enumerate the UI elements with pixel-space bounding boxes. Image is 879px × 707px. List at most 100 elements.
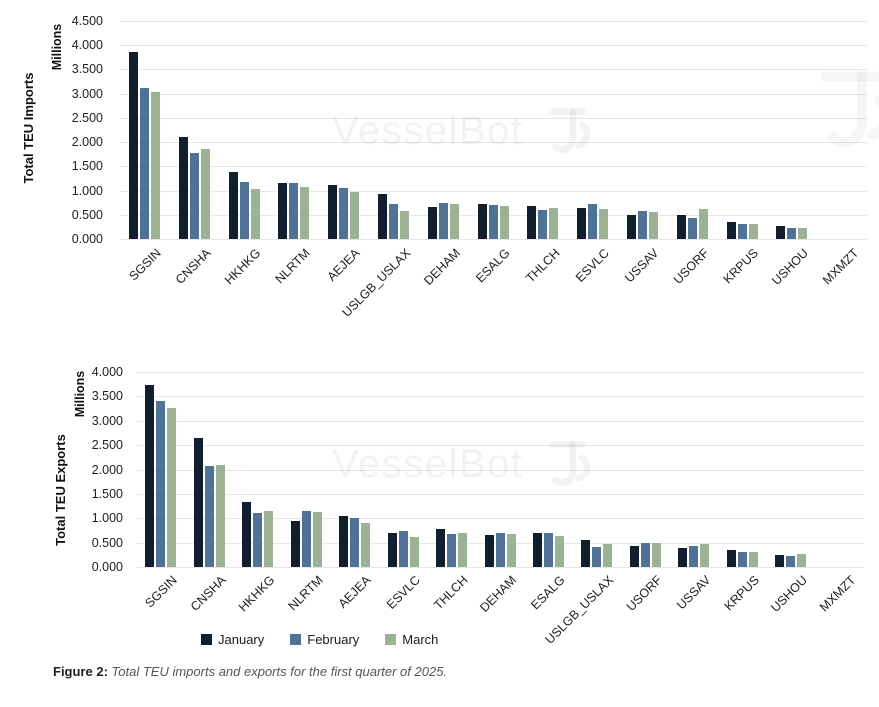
legend-label: March <box>402 632 439 647</box>
imports-bar-march-ESVLC <box>599 209 609 239</box>
imports-category-label: USSAV <box>622 246 662 286</box>
imports-gridline <box>120 117 867 119</box>
exports-bar-january-THLCH <box>436 529 445 567</box>
figure-caption-prefix: Figure 2: <box>53 664 108 679</box>
exports-bar-march-ESALG <box>555 536 564 567</box>
imports-bar-march-SGSIN <box>150 92 160 239</box>
imports-gridline <box>120 93 867 95</box>
imports-category-label: USHOU <box>769 246 812 288</box>
imports-y-tick-label: 3.000 <box>71 86 103 101</box>
exports-bar-march-THLCH <box>458 533 467 567</box>
imports-y-tick-label: 3.500 <box>71 62 103 77</box>
imports-bar-february-THLCH <box>538 210 548 239</box>
exports-bar-january-USLGB_USLAX <box>581 540 591 567</box>
exports-bar-february-USSAV <box>689 546 699 567</box>
exports-gridline <box>137 567 864 568</box>
exports-bar-february-SGSIN <box>156 401 166 567</box>
exports-bar-january-ESVLC <box>387 533 397 567</box>
imports-gridline <box>120 69 867 71</box>
exports-gridline <box>137 518 864 520</box>
imports-category-label: HKHKG <box>222 246 264 288</box>
exports-bar-february-KRPUS <box>737 552 747 567</box>
imports-y-tick-label: 1.500 <box>71 159 103 174</box>
vesselbot-watermark-exports: VesselBot <box>332 434 599 494</box>
imports-bar-january-USSAV <box>626 215 636 239</box>
imports-bar-march-USORF <box>698 209 708 239</box>
imports-bar-march-HKHKG <box>250 189 260 239</box>
exports-category-label: HKHKG <box>235 573 278 615</box>
exports-y-tick-label: 3.000 <box>91 413 123 428</box>
exports-bar-january-KRPUS <box>726 550 736 567</box>
imports-y-tick-label: 4.000 <box>71 38 103 53</box>
exports-bar-march-USSAV <box>700 544 710 567</box>
figure-caption-text: Total TEU imports and exports for the fi… <box>111 664 448 679</box>
exports-bar-january-DEHAM <box>484 535 494 567</box>
imports-bar-february-USSAV <box>637 211 647 239</box>
exports-gridline <box>137 420 864 422</box>
imports-category-label: MXMZT <box>819 246 861 288</box>
exports-category-label: USHOU <box>768 573 811 615</box>
legend-item-february: February <box>290 632 359 647</box>
imports-bar-february-CNSHA <box>189 153 199 239</box>
vesselbot-logo-partial-icon <box>802 60 879 165</box>
imports-bar-january-USLGB_USLAX <box>377 194 387 239</box>
imports-bar-march-KRPUS <box>748 224 758 239</box>
imports-bar-march-USLGB_USLAX <box>399 211 409 239</box>
imports-bar-february-HKHKG <box>239 182 249 239</box>
imports-bar-february-AEJEA <box>339 188 349 239</box>
imports-y-tick-label: 0.000 <box>71 232 103 246</box>
exports-gridline <box>137 372 864 373</box>
legend-label: January <box>218 632 265 647</box>
imports-gridline <box>120 190 867 192</box>
exports-gridline <box>137 445 864 447</box>
exports-bar-march-ESVLC <box>409 537 419 567</box>
exports-category-label: SGSIN <box>142 573 181 611</box>
vesselbot-watermark-imports: VesselBot <box>332 101 599 161</box>
imports-bar-march-DEHAM <box>449 204 459 239</box>
imports-category-label: USORF <box>670 246 712 287</box>
exports-y-tick-label: 1.000 <box>91 511 123 526</box>
exports-y-tick-label: 0.500 <box>91 535 123 550</box>
imports-bar-march-USSAV <box>648 212 658 239</box>
legend-swatch-january <box>201 634 212 645</box>
imports-y-tick-label: 0.500 <box>71 207 103 222</box>
exports-bar-february-CNSHA <box>204 466 214 567</box>
exports-bar-march-CNSHA <box>215 465 225 567</box>
chart-legend: January February March <box>201 632 438 647</box>
imports-category-label: AEJEA <box>325 246 363 284</box>
imports-gridline <box>120 45 867 47</box>
imports-bar-march-CNSHA <box>200 149 210 239</box>
exports-bar-february-USLGB_USLAX <box>592 547 602 567</box>
exports-gridline <box>137 469 864 471</box>
exports-bar-january-USSAV <box>678 548 688 567</box>
vesselbot-logo-icon <box>548 108 592 153</box>
imports-category-label: KRPUS <box>721 246 762 287</box>
imports-bar-january-ESVLC <box>577 208 587 239</box>
imports-gridline <box>120 21 867 22</box>
exports-bar-march-AEJEA <box>361 523 371 567</box>
imports-y-axis-title: Total TEU Imports <box>20 72 36 184</box>
imports-bar-january-NLRTM <box>278 183 288 239</box>
imports-bar-january-KRPUS <box>726 222 736 239</box>
imports-bar-february-ESALG <box>488 205 498 239</box>
imports-bar-march-NLRTM <box>300 187 310 239</box>
exports-bar-february-ESVLC <box>398 531 408 567</box>
vesselbot-watermark-text: VesselBot <box>332 441 524 486</box>
exports-bar-february-USORF <box>640 543 650 567</box>
imports-bar-february-USHOU <box>787 228 797 239</box>
imports-bar-february-NLRTM <box>289 183 299 239</box>
legend-label: February <box>307 632 360 647</box>
imports-bar-february-ESVLC <box>588 204 598 239</box>
exports-bar-february-HKHKG <box>253 513 263 567</box>
exports-bar-march-USLGB_USLAX <box>603 544 613 567</box>
legend-item-january: January <box>201 632 264 647</box>
exports-bar-january-SGSIN <box>145 385 155 567</box>
imports-category-label: SGSIN <box>126 246 164 284</box>
imports-bar-january-ESALG <box>477 204 487 239</box>
exports-bar-march-USHOU <box>797 554 807 567</box>
imports-bar-march-USHOU <box>798 228 808 239</box>
exports-y-tick-label: 1.500 <box>91 486 123 501</box>
imports-category-label: DEHAM <box>420 246 463 288</box>
exports-category-label: MXMZT <box>817 573 859 615</box>
